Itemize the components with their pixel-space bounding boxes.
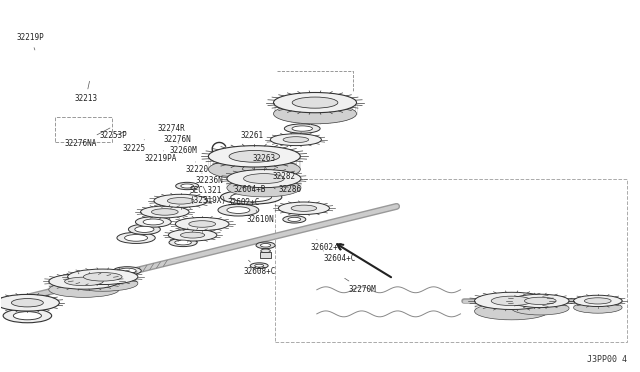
Ellipse shape [118,268,136,273]
Ellipse shape [218,204,259,216]
Text: 32276N: 32276N [164,135,191,144]
Ellipse shape [221,190,282,204]
Bar [55,118,113,141]
Ellipse shape [180,184,193,188]
Ellipse shape [227,170,301,187]
Ellipse shape [175,218,229,231]
Ellipse shape [65,277,103,286]
Ellipse shape [175,182,198,190]
Text: 32219P: 32219P [17,33,44,50]
Text: 32286: 32286 [278,185,301,194]
Ellipse shape [278,202,330,215]
Ellipse shape [492,296,532,306]
Text: 32602+C: 32602+C [227,198,260,207]
Ellipse shape [283,216,306,223]
Ellipse shape [573,295,622,307]
Ellipse shape [273,93,356,113]
Ellipse shape [125,235,148,241]
Ellipse shape [227,179,301,197]
Ellipse shape [3,309,52,323]
Ellipse shape [141,206,189,218]
Bar [260,251,271,258]
Ellipse shape [511,302,569,315]
Ellipse shape [154,194,207,207]
Text: 32610N: 32610N [246,210,275,224]
Ellipse shape [189,221,216,227]
Ellipse shape [292,126,312,131]
Ellipse shape [284,124,320,133]
Ellipse shape [573,302,622,313]
Text: 32282: 32282 [272,172,295,181]
Text: 32253P: 32253P [100,131,127,141]
Ellipse shape [584,298,611,304]
Ellipse shape [288,217,301,221]
Text: 32602+C: 32602+C [310,240,343,251]
Text: J3PP00 4: J3PP00 4 [586,355,627,364]
Ellipse shape [209,158,300,180]
Ellipse shape [13,312,42,320]
Text: 32276NA: 32276NA [65,128,110,148]
Ellipse shape [270,134,321,145]
Ellipse shape [175,240,191,245]
Text: 32274R: 32274R [157,124,185,133]
Ellipse shape [250,263,268,269]
Ellipse shape [168,229,217,241]
Ellipse shape [474,292,548,310]
Text: 32608+C: 32608+C [243,260,276,276]
Ellipse shape [49,282,119,297]
Ellipse shape [525,297,556,305]
Text: 32261: 32261 [240,131,263,141]
Text: 32213: 32213 [74,81,97,103]
Text: 32236N: 32236N [195,173,223,185]
Ellipse shape [244,174,284,183]
Ellipse shape [283,137,308,142]
Ellipse shape [227,207,250,214]
Ellipse shape [292,97,338,108]
Ellipse shape [255,264,264,267]
Ellipse shape [180,232,205,238]
Text: SEC.321
(32319X): SEC.321 (32319X) [189,186,226,205]
Ellipse shape [0,294,60,311]
Ellipse shape [83,273,122,281]
Ellipse shape [511,294,569,308]
Ellipse shape [68,276,138,291]
Ellipse shape [260,244,271,247]
Text: 32263: 32263 [253,154,276,163]
Text: 32604+C: 32604+C [323,251,356,263]
Ellipse shape [117,232,156,243]
Text: 32604+B: 32604+B [234,185,266,194]
Ellipse shape [291,205,317,211]
Ellipse shape [261,249,270,253]
Ellipse shape [12,299,44,307]
Ellipse shape [68,269,138,285]
Ellipse shape [229,151,280,162]
Text: 32270M: 32270M [345,278,376,294]
Ellipse shape [169,238,197,247]
Ellipse shape [256,242,275,248]
Ellipse shape [129,224,161,234]
Bar [275,179,627,341]
Ellipse shape [474,303,548,320]
Text: 32220: 32220 [186,162,209,174]
Text: 32260M: 32260M [170,146,198,155]
Ellipse shape [49,274,119,289]
Ellipse shape [143,219,164,225]
Ellipse shape [273,104,356,124]
Ellipse shape [113,267,141,275]
Ellipse shape [168,198,194,204]
Ellipse shape [135,226,154,232]
Ellipse shape [209,146,300,167]
Text: 32225: 32225 [122,140,145,153]
Ellipse shape [152,209,178,215]
Ellipse shape [231,192,271,202]
Text: 32219PA: 32219PA [145,151,177,163]
Ellipse shape [136,217,172,227]
